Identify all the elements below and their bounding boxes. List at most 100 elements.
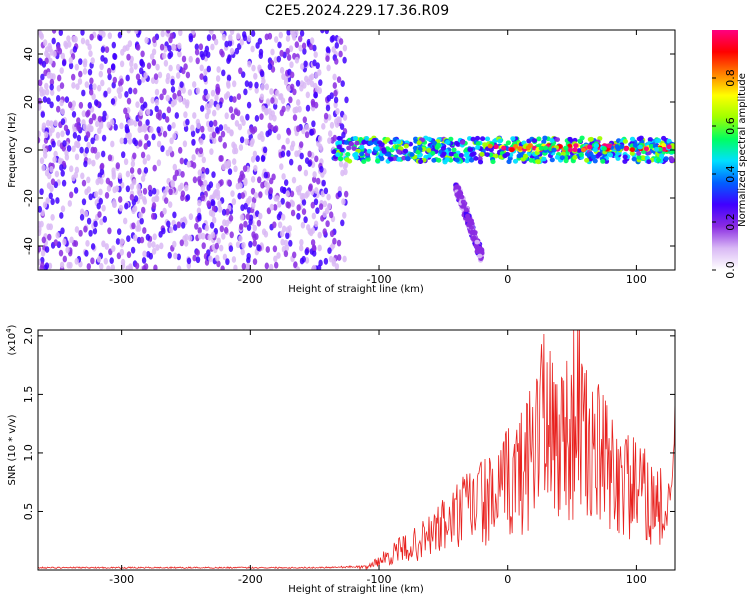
heatmap-cell xyxy=(166,30,171,34)
heatmap-cell xyxy=(325,104,331,112)
heatmap-cell xyxy=(160,145,165,153)
heatmap-cell xyxy=(234,120,240,127)
heatmap-cell xyxy=(334,42,339,49)
heatmap-cell xyxy=(457,190,463,196)
heatmap-cell xyxy=(250,45,255,53)
heatmap-cell xyxy=(228,106,234,114)
heatmap-cell xyxy=(210,231,216,239)
heatmap-cell xyxy=(504,151,510,157)
heatmap-cell xyxy=(125,170,131,178)
heatmap-cell xyxy=(90,243,96,250)
heatmap-cell xyxy=(205,167,210,175)
heatmap-cell xyxy=(50,178,56,186)
heatmap-cell xyxy=(501,145,507,151)
heatmap-cell xyxy=(549,157,555,163)
heatmap-cell xyxy=(221,69,226,77)
heatmap-cell xyxy=(133,120,138,127)
heatmap-cell xyxy=(101,240,106,248)
heatmap-cell xyxy=(217,205,223,213)
heatmap-cell xyxy=(283,250,289,258)
heatmap-cell xyxy=(264,33,269,41)
heatmap-cell xyxy=(38,258,41,266)
heatmap-cell xyxy=(359,144,365,150)
heatmap-cell xyxy=(153,264,158,270)
heatmap-cell xyxy=(83,210,89,218)
heatmap-cell xyxy=(154,88,160,96)
heatmap-cell xyxy=(48,192,53,200)
heatmap-cell xyxy=(230,190,235,198)
heatmap-cell xyxy=(42,201,48,209)
heatmap-cell xyxy=(167,251,172,259)
heatmap-cell xyxy=(63,124,69,132)
heatmap-cell xyxy=(110,63,116,71)
heatmap-cell xyxy=(661,142,667,148)
heatmap-cell xyxy=(304,123,310,131)
heatmap-cell xyxy=(297,105,302,113)
heatmap-cell xyxy=(541,139,547,145)
heatmap-cell xyxy=(337,116,342,124)
spectrogram-y-tick-label-3: 20 xyxy=(22,95,35,109)
heatmap-cell xyxy=(239,38,244,46)
heatmap-cell xyxy=(484,136,491,142)
heatmap-cell xyxy=(62,238,67,246)
heatmap-cell xyxy=(629,136,636,142)
heatmap-cell xyxy=(101,134,107,142)
heatmap-cell xyxy=(247,60,252,68)
heatmap-cell xyxy=(221,208,227,216)
heatmap-cell xyxy=(38,57,43,65)
heatmap-cell xyxy=(166,106,172,114)
heatmap-cell xyxy=(46,182,52,190)
heatmap-cell xyxy=(58,30,63,36)
heatmap-cell xyxy=(332,82,337,89)
heatmap-cell xyxy=(195,57,200,65)
heatmap-cell xyxy=(285,35,291,42)
heatmap-cell xyxy=(253,164,258,172)
heatmap-cell xyxy=(143,72,148,79)
heatmap-cell xyxy=(341,198,346,206)
heatmap-cell xyxy=(290,71,295,79)
heatmap-cell xyxy=(265,246,270,253)
heatmap-cell xyxy=(50,214,55,221)
heatmap-cell xyxy=(220,130,226,138)
heatmap-cell xyxy=(215,182,221,190)
heatmap-cell xyxy=(53,119,58,127)
heatmap-cell xyxy=(203,75,208,83)
heatmap-cell xyxy=(312,176,317,184)
heatmap-cell xyxy=(326,64,331,72)
heatmap-cell xyxy=(263,171,268,179)
heatmap-cell xyxy=(174,112,179,119)
heatmap-cell xyxy=(135,225,140,232)
heatmap-cell xyxy=(323,187,329,195)
heatmap-cell xyxy=(150,77,156,84)
heatmap-cell xyxy=(442,159,448,165)
heatmap-cell xyxy=(236,93,242,100)
heatmap-cell xyxy=(74,257,79,265)
heatmap-cell xyxy=(426,147,432,153)
heatmap-cell xyxy=(121,151,126,159)
heatmap-cell xyxy=(103,90,108,98)
heatmap-cell xyxy=(190,130,196,138)
heatmap-cell xyxy=(208,209,214,217)
heatmap-cell xyxy=(301,42,307,50)
heatmap-cell xyxy=(51,140,56,148)
heatmap-cell xyxy=(333,89,338,97)
heatmap-cell xyxy=(312,171,317,178)
heatmap-cell xyxy=(42,96,48,103)
heatmap-cell xyxy=(150,96,155,104)
heatmap-cell xyxy=(141,206,146,214)
heatmap-cell xyxy=(296,204,301,212)
heatmap-cell xyxy=(119,122,124,130)
heatmap-cell xyxy=(162,88,167,96)
heatmap-cell xyxy=(123,137,128,145)
heatmap-cell xyxy=(659,153,665,159)
heatmap-cell xyxy=(72,132,78,139)
heatmap-cell xyxy=(331,46,336,53)
heatmap-cell xyxy=(209,98,214,106)
heatmap-cell xyxy=(240,248,245,256)
heatmap-cell xyxy=(191,154,196,161)
heatmap-cell xyxy=(39,188,44,196)
heatmap-cell xyxy=(207,234,212,241)
heatmap-cell xyxy=(86,263,92,270)
heatmap-cell xyxy=(160,30,165,38)
heatmap-cell xyxy=(171,43,176,51)
